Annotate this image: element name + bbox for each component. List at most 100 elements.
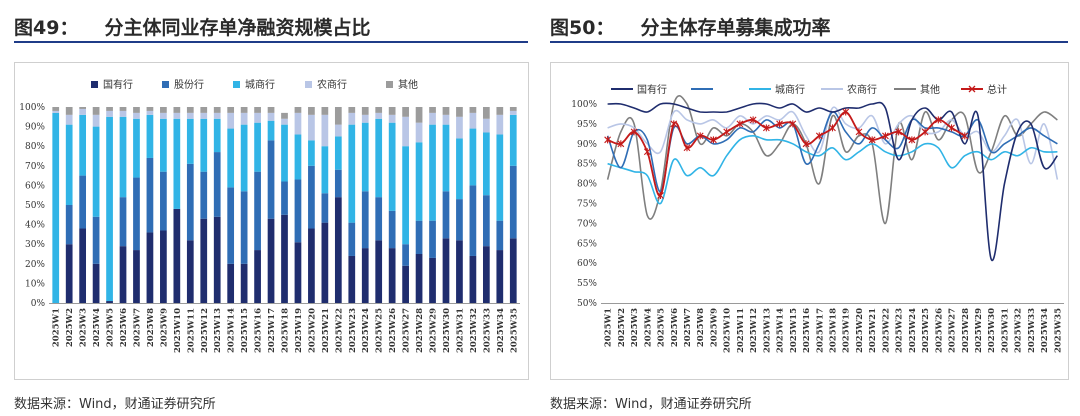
bar-segment bbox=[133, 119, 140, 178]
bar-segment bbox=[308, 229, 315, 303]
bar-segment bbox=[389, 123, 396, 211]
y-tick-label: 95% bbox=[577, 120, 597, 130]
bar-segment bbox=[66, 125, 73, 205]
bar-segment bbox=[295, 242, 302, 303]
bar-segment bbox=[200, 113, 207, 119]
bar-segment bbox=[483, 107, 490, 119]
bar-segment bbox=[308, 166, 315, 229]
bar-segment bbox=[254, 123, 261, 172]
bar-segment bbox=[173, 107, 180, 113]
right-chart-frame: 国有行 城商行 农商行 其他 总计 50% 55% 60% 65% 70% 75% 80% 85% 90%… bbox=[550, 62, 1069, 380]
bar-segment bbox=[322, 107, 329, 115]
x-tick-label: 2025W19 bbox=[842, 308, 852, 353]
bar-segment bbox=[268, 219, 275, 303]
bar-segment bbox=[120, 246, 127, 303]
x-tick-label: 2025W32 bbox=[1014, 308, 1024, 353]
bar-segment bbox=[241, 113, 248, 125]
y-tick-label: 60% bbox=[577, 259, 597, 269]
x-tick-label: 2025W15 bbox=[789, 308, 799, 353]
y-tick-label: 85% bbox=[577, 160, 597, 170]
legend-label-5: 总计 bbox=[987, 83, 1007, 96]
x-tick-label: 2025W3 bbox=[630, 308, 640, 347]
x-tick-label: 2025W31 bbox=[455, 308, 465, 353]
bar-segment bbox=[160, 172, 167, 231]
bar-segment bbox=[389, 211, 396, 248]
x-tick-label: 2025W18 bbox=[281, 308, 291, 353]
total-marker bbox=[816, 132, 822, 139]
x-tick-label: 2025W35 bbox=[509, 308, 519, 353]
bar-segment bbox=[362, 248, 369, 303]
bar-segment bbox=[429, 125, 436, 221]
x-tick-label: 2025W20 bbox=[855, 308, 865, 353]
bar-segment bbox=[443, 115, 450, 125]
bar-segment bbox=[510, 107, 517, 111]
bar-segment bbox=[106, 117, 113, 301]
bar-segment bbox=[93, 107, 100, 115]
x-tick-label: 2025W17 bbox=[815, 308, 825, 353]
bar-segment bbox=[429, 221, 436, 258]
bar-segment bbox=[375, 197, 382, 240]
x-tick-label: 2025W12 bbox=[749, 308, 759, 353]
legend-swatch-3 bbox=[305, 81, 312, 88]
bar-segment bbox=[200, 119, 207, 172]
x-tick-label: 2025W35 bbox=[1053, 308, 1063, 353]
x-tick-label: 2025W17 bbox=[267, 308, 277, 353]
bar-segment bbox=[496, 250, 503, 303]
bar-segment bbox=[335, 136, 342, 169]
bar-segment bbox=[496, 221, 503, 250]
x-tick-label: 2025W6 bbox=[119, 308, 129, 347]
bar-segment bbox=[308, 107, 315, 115]
x-tick-label: 2025W27 bbox=[402, 308, 412, 353]
bar-segment bbox=[254, 107, 261, 113]
left-title-text: 分主体同业存单净融资规模占比 bbox=[104, 17, 370, 39]
bar-segment bbox=[375, 113, 382, 119]
series-line-农商行 bbox=[608, 107, 1058, 179]
bar-segment bbox=[281, 119, 288, 125]
bar-segment bbox=[470, 107, 477, 113]
legend-label-3: 农商行 bbox=[847, 83, 877, 96]
legend-label-0: 国有行 bbox=[103, 78, 133, 91]
bar-segment bbox=[79, 229, 86, 303]
x-tick-label: 2025W21 bbox=[321, 308, 331, 353]
x-tick-label: 2025W1 bbox=[604, 308, 614, 347]
x-tick-label: 2025W28 bbox=[415, 308, 425, 353]
right-panel: 图50： 分主体存单募集成功率 国有行 城商行 农商行 其他 总计 50% 55% 60% 65%… bbox=[540, 0, 1080, 416]
y-tick-label: 40% bbox=[25, 221, 45, 231]
legend-label-0: 国有行 bbox=[637, 83, 667, 96]
x-tick-label: 2025W7 bbox=[683, 308, 693, 347]
bar-segment bbox=[268, 121, 275, 141]
x-tick-label: 2025W34 bbox=[1040, 308, 1050, 353]
x-tick-label: 2025W10 bbox=[723, 308, 733, 353]
left-chart-frame: 国有行 股份行 城商行 农商行 其他 0% 10% 20% 30% 40% 50% 60% 70% 80%… bbox=[14, 62, 529, 380]
bar-segment bbox=[496, 115, 503, 135]
bar-segment bbox=[93, 115, 100, 127]
legend-swatch-4 bbox=[386, 81, 393, 88]
y-tick-label: 20% bbox=[25, 260, 45, 270]
bar-segment bbox=[443, 125, 450, 192]
bar-segment bbox=[402, 117, 409, 146]
bar-segment bbox=[133, 113, 140, 119]
bar-segment bbox=[254, 172, 261, 250]
stacked-bar-chart: 国有行 股份行 城商行 农商行 其他 0% 10% 20% 30% 40% 50% 60% 70% 80%… bbox=[15, 63, 528, 379]
bar-segment bbox=[93, 264, 100, 303]
x-tick-label: 2025W5 bbox=[106, 308, 116, 347]
bar-segment bbox=[510, 115, 517, 166]
bar-segment bbox=[362, 115, 369, 123]
bar-segment bbox=[348, 107, 355, 113]
bar-segment bbox=[470, 113, 477, 129]
bar-segment bbox=[268, 140, 275, 218]
bar-segment bbox=[133, 250, 140, 303]
bar-segment bbox=[241, 125, 248, 192]
bar-segment bbox=[106, 301, 113, 303]
bar-segment bbox=[106, 111, 113, 117]
bar-segment bbox=[147, 111, 154, 115]
legend-label-4: 其他 bbox=[920, 83, 940, 96]
bar-segment bbox=[173, 113, 180, 119]
legend-swatch-0 bbox=[91, 81, 98, 88]
x-tick-label: 2025W24 bbox=[361, 308, 371, 353]
bar-segment bbox=[496, 107, 503, 115]
bar-segment bbox=[510, 111, 517, 115]
right-source-note: 数据来源：Wind，财通证券研究所 bbox=[550, 393, 752, 412]
bar-segment bbox=[335, 125, 342, 137]
bar-segment bbox=[173, 119, 180, 209]
